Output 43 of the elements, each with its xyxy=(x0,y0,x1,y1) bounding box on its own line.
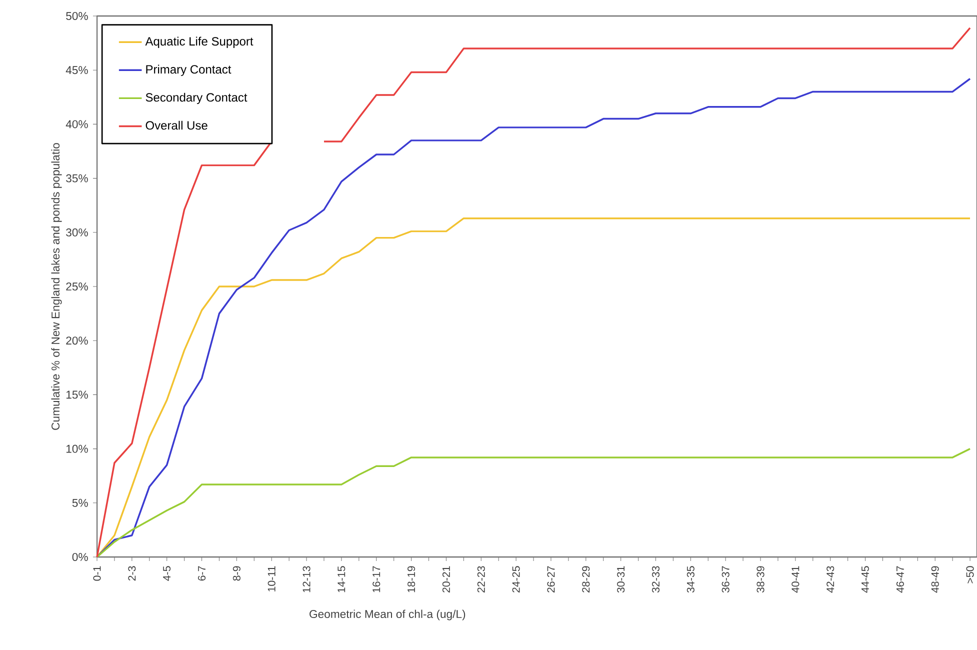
x-tick-label: 38-39 xyxy=(756,566,764,593)
x-tick-label: 40-41 xyxy=(792,566,800,593)
x-tick-label: 8-9 xyxy=(232,566,240,581)
x-tick-label: 22-23 xyxy=(477,566,485,592)
y-tick-label: 25% xyxy=(66,282,88,291)
y-tick-label: 10% xyxy=(66,444,88,453)
y-tick-label: 5% xyxy=(72,498,88,507)
x-tick-label: 26-27 xyxy=(547,566,555,592)
y-tick-label: 15% xyxy=(66,390,88,399)
x-axis-title: Geometric Mean of chl-a (ug/L) xyxy=(310,610,466,620)
x-tick-label: 44-45 xyxy=(862,566,869,593)
legend-label: Aquatic Life Support xyxy=(145,36,254,48)
y-tick-label: 0% xyxy=(72,552,88,562)
x-tick-label: 16-17 xyxy=(372,566,380,592)
x-tick-label: 30-31 xyxy=(617,566,625,593)
x-tick-label: 46-47 xyxy=(896,566,904,593)
legend-label: Secondary Contact xyxy=(146,92,248,104)
x-tick-label: 4-5 xyxy=(163,566,171,581)
x-tick-label: 0-1 xyxy=(93,566,101,581)
x-tick-label: >50 xyxy=(966,566,974,584)
y-tick-label: 20% xyxy=(66,336,88,345)
x-tick-label: 2-3 xyxy=(128,566,136,581)
x-tick-label: 48-49 xyxy=(931,566,939,593)
x-tick-label: 34-35 xyxy=(686,566,694,593)
x-tick-label: 32-33 xyxy=(652,566,660,593)
x-tick-label: 18-19 xyxy=(408,566,416,592)
legend-label: Primary Contact xyxy=(146,64,232,76)
x-tick-label: 12-13 xyxy=(302,566,310,592)
y-tick-label: 45% xyxy=(66,66,88,74)
x-tick-label: 20-21 xyxy=(442,566,450,592)
x-tick-label: 6-7 xyxy=(198,566,206,581)
y-axis-title: Cumulative % of New England lakes and ponds populatio xyxy=(51,143,62,430)
y-tick-label: 35% xyxy=(66,174,88,182)
y-tick-label: 50% xyxy=(66,12,88,20)
x-tick-label: 36-37 xyxy=(722,566,730,593)
x-tick-label: 14-15 xyxy=(338,566,346,592)
legend-label: Overall Use xyxy=(146,120,208,130)
y-tick-label: 40% xyxy=(66,120,88,128)
y-tick-label: 30% xyxy=(66,228,88,236)
x-tick-label: 28-29 xyxy=(582,566,590,592)
x-tick-label: 42-43 xyxy=(826,566,834,593)
x-tick-label: 10-11 xyxy=(268,566,276,592)
x-tick-label: 24-25 xyxy=(512,566,520,592)
